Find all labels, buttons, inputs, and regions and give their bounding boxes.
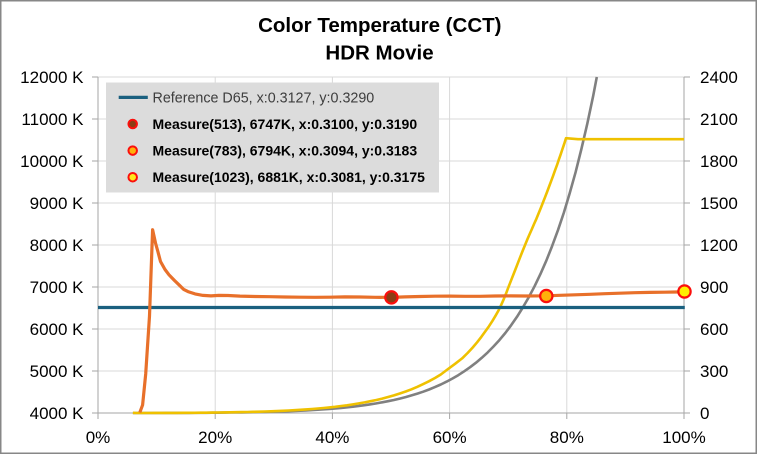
svg-text:Measure(1023), 6881K, x:0.3081: Measure(1023), 6881K, x:0.3081, y:0.3175 xyxy=(153,169,426,185)
svg-text:100%: 100% xyxy=(662,428,705,447)
svg-text:40%: 40% xyxy=(315,428,349,447)
svg-text:80%: 80% xyxy=(550,428,584,447)
svg-text:11000 K: 11000 K xyxy=(21,110,84,129)
svg-text:2100: 2100 xyxy=(700,110,738,129)
svg-text:20%: 20% xyxy=(198,428,232,447)
svg-text:Measure(783), 6794K, x:0.3094,: Measure(783), 6794K, x:0.3094, y:0.3183 xyxy=(153,143,418,159)
svg-text:Reference D65, x:0.3127, y:0.3: Reference D65, x:0.3127, y:0.3290 xyxy=(153,91,375,107)
svg-text:1200: 1200 xyxy=(700,236,738,255)
svg-text:300: 300 xyxy=(700,362,728,381)
svg-text:5000 K: 5000 K xyxy=(30,362,85,381)
svg-text:HDR Movie: HDR Movie xyxy=(325,41,433,64)
svg-text:4000 K: 4000 K xyxy=(30,404,85,423)
svg-text:7000 K: 7000 K xyxy=(30,278,85,297)
svg-text:60%: 60% xyxy=(433,428,467,447)
svg-text:0: 0 xyxy=(700,404,709,423)
svg-text:600: 600 xyxy=(700,320,728,339)
svg-text:12000 K: 12000 K xyxy=(20,68,84,87)
svg-text:6000 K: 6000 K xyxy=(30,320,85,339)
svg-text:2400: 2400 xyxy=(700,68,738,87)
svg-text:Color Temperature (CCT): Color Temperature (CCT) xyxy=(258,14,501,37)
svg-text:1800: 1800 xyxy=(700,152,738,171)
svg-text:10000 K: 10000 K xyxy=(20,152,84,171)
svg-text:8000 K: 8000 K xyxy=(30,236,85,255)
svg-text:9000 K: 9000 K xyxy=(30,194,85,213)
svg-text:1500: 1500 xyxy=(700,194,738,213)
svg-text:0%: 0% xyxy=(86,428,111,447)
svg-text:Measure(513), 6747K, x:0.3100,: Measure(513), 6747K, x:0.3100, y:0.3190 xyxy=(153,116,418,132)
svg-text:900: 900 xyxy=(700,278,728,297)
